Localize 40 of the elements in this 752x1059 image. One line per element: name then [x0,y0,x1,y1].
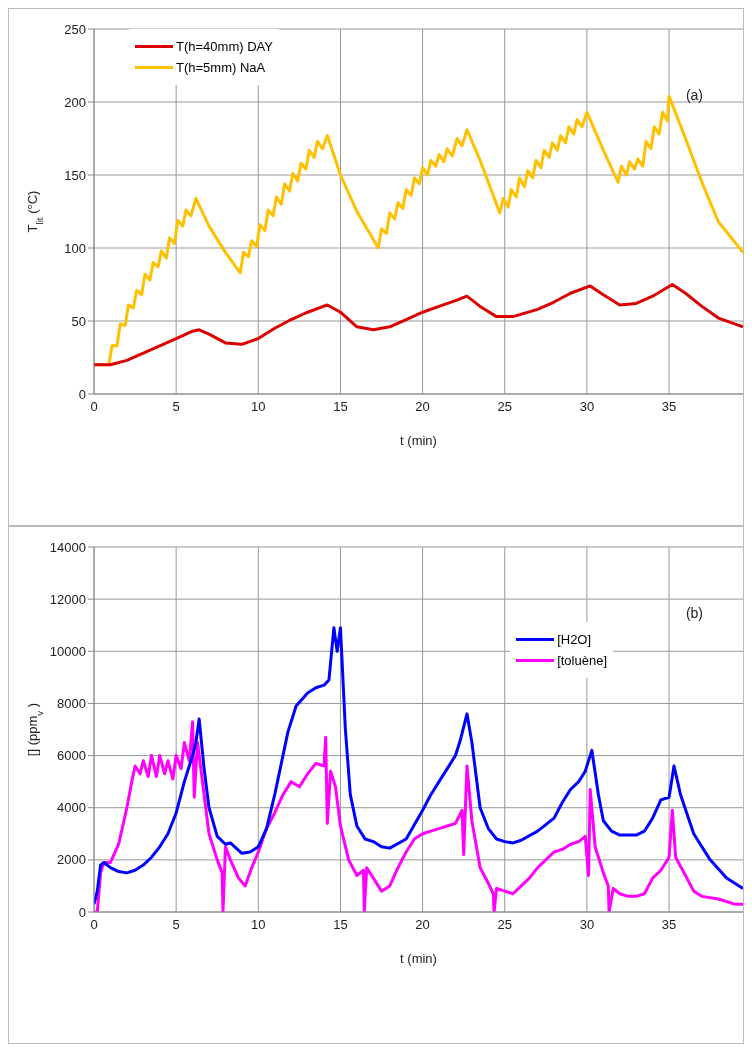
x-tick-label: 10 [251,399,266,415]
x-axis-title: t (min) [400,951,437,966]
y-tick-label: 150 [64,167,86,183]
y-tick-label: 2000 [57,852,86,868]
y-tick-label: 0 [78,904,86,920]
x-tick-label: 25 [497,399,512,415]
legend-label: T(h=5mm) NaA [176,60,266,75]
annotation: (a) [685,87,703,103]
x-tick-label: 10 [251,917,266,933]
y-tick-label: 4000 [57,800,86,816]
legend-label: [toluène] [557,653,607,668]
line-series [94,626,743,906]
y-tick-label: 0 [78,386,86,402]
x-axis-title: t (min) [400,433,437,448]
y-tick-label: 12000 [49,591,86,607]
y-tick-label: 250 [64,21,86,37]
legend-label: [H2O] [557,632,592,647]
y-tick-label: 10000 [49,643,86,659]
y-tick-label: 6000 [57,748,86,764]
y-tick-label: 100 [64,240,86,256]
x-tick-label: 35 [661,399,677,415]
x-tick-label: 20 [415,917,430,933]
y-tick-label: 50 [71,313,86,329]
x-tick-label: 25 [497,917,512,933]
y-tick-label: 200 [64,94,86,110]
x-tick-label: 30 [579,917,595,933]
x-tick-label: 0 [90,917,98,933]
x-tick-label: 30 [579,399,595,415]
x-tick-label: 15 [333,399,348,415]
x-tick-label: 20 [415,399,430,415]
line-series [94,283,743,367]
y-tick-label: 14000 [49,539,86,555]
x-tick-label: 15 [333,917,348,933]
x-tick-label: 0 [90,399,98,415]
x-tick-label: 35 [661,917,677,933]
legend-label: T(h=40mm) DAY [176,39,273,54]
x-tick-label: 5 [172,399,180,415]
annotation: (b) [685,605,703,621]
x-tick-label: 5 [172,917,180,933]
y-tick-label: 8000 [57,696,86,712]
